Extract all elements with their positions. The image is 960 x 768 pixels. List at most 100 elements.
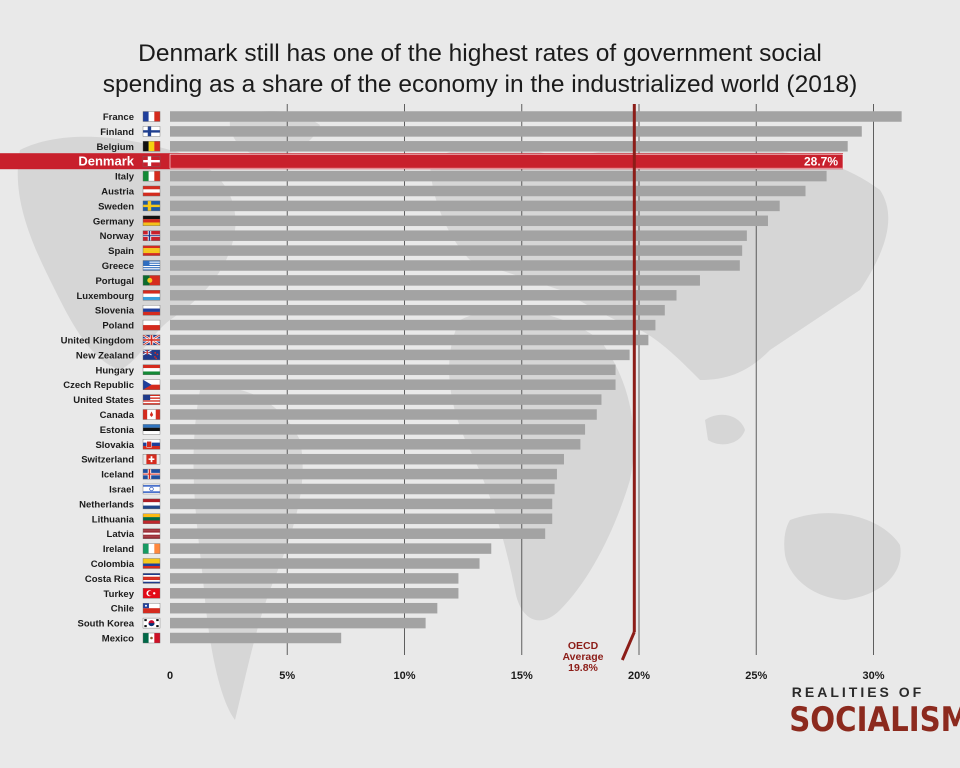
bar-lithuania (170, 513, 553, 525)
bar-canada (170, 409, 597, 420)
x-axis-ticks: 0 5% 10% 15% 20% 25% 30% (167, 670, 885, 682)
chart-title-line-2: spending as a share of the economy in th… (102, 71, 858, 98)
x-tick-label: 30% (862, 670, 884, 682)
x-tick-label: 0 (167, 670, 173, 682)
oecd-average-label-line-3: 19.8% (568, 662, 598, 674)
category-label-latvia: Latvia (107, 529, 135, 540)
category-label-mexico: Mexico (102, 634, 134, 645)
estonia-flag-icon (142, 424, 161, 435)
chile-flag-icon (142, 603, 161, 614)
logo-line-1: REALITIES OF (791, 684, 925, 700)
greece-flag-icon (142, 260, 161, 271)
bar-colombia (170, 558, 480, 569)
italy-flag-icon (142, 170, 161, 182)
category-label-denmark: Denmark (78, 154, 134, 169)
bar-iceland (170, 468, 557, 480)
bar-slovakia (170, 439, 581, 450)
category-label-israel: Israel (109, 485, 134, 496)
canada-flag-icon (142, 409, 161, 420)
category-label-sweden: Sweden (98, 201, 134, 212)
new-zealand-flag-icon (142, 349, 161, 361)
bar-belgium (170, 141, 848, 152)
bar-italy (170, 170, 827, 182)
poland-flag-icon (142, 319, 161, 331)
bar-turkey (170, 588, 459, 599)
x-tick-label: 10% (393, 670, 415, 682)
bar-luxembourg (170, 290, 677, 301)
bar-germany (170, 215, 768, 227)
category-label-france: France (103, 112, 134, 123)
bars: 28.7% (0, 111, 902, 644)
category-label-united-states: United States (73, 395, 134, 406)
france-flag-icon (142, 111, 161, 122)
category-label-slovenia: Slovenia (95, 306, 135, 317)
x-tick-label: 5% (279, 670, 295, 682)
bar-sweden (170, 200, 780, 212)
category-label-finland: Finland (100, 127, 134, 138)
category-label-austria: Austria (101, 187, 134, 198)
x-tick-label: 25% (745, 670, 767, 682)
category-label-lithuania: Lithuania (92, 514, 135, 525)
netherlands-flag-icon (142, 498, 161, 510)
bar-latvia (170, 528, 546, 539)
realities-of-socialism-logo: REALITIES OF SOCIALISM (778, 684, 960, 740)
bar-new-zealand (170, 349, 630, 361)
turkey-flag-icon (142, 588, 161, 599)
bar-france (170, 111, 902, 122)
flag-icons (142, 111, 161, 644)
category-label-south-korea: South Korea (78, 619, 135, 630)
norway-flag-icon (142, 230, 161, 241)
oecd-average-leader-line (620, 631, 636, 661)
switzerland-flag-icon (142, 454, 161, 465)
oecd-average-label-line-2: Average (562, 651, 603, 663)
bar-czech-republic (170, 379, 616, 390)
bar-united-kingdom (170, 334, 649, 346)
israel-flag-icon (142, 483, 161, 495)
x-tick-label: 15% (511, 670, 533, 682)
category-label-spain: Spain (108, 246, 134, 257)
bar-switzerland (170, 453, 564, 465)
category-label-luxembourg: Luxembourg (76, 291, 134, 302)
bar-estonia (170, 424, 586, 435)
costa-rica-flag-icon (142, 573, 161, 584)
belgium-flag-icon (142, 141, 161, 152)
bar-norway (170, 230, 747, 241)
bar-slovenia (170, 304, 665, 316)
lithuania-flag-icon (142, 513, 161, 524)
chart-title: Denmark still has one of the highest rat… (20, 38, 940, 100)
category-label-chile: Chile (111, 604, 134, 615)
category-label-czech-republic: Czech Republic (63, 380, 134, 391)
category-label-canada: Canada (100, 410, 135, 421)
data-label-denmark: 28.7% (804, 155, 838, 169)
category-label-united-kingdom: United Kingdom (61, 336, 134, 347)
category-label-costa-rica: Costa Rica (85, 574, 135, 585)
hungary-flag-icon (142, 364, 161, 375)
luxembourg-flag-icon (142, 290, 161, 301)
bar-poland (170, 319, 656, 331)
bar-united-states (170, 394, 602, 405)
category-label-greece: Greece (102, 261, 134, 272)
bar-denmark (169, 153, 844, 169)
bar-greece (170, 260, 740, 271)
x-tick-label: 20% (628, 670, 650, 682)
category-label-new-zealand: New Zealand (76, 350, 134, 361)
ireland-flag-icon (142, 543, 161, 554)
bar-hungary (170, 364, 616, 376)
portugal-flag-icon (142, 275, 161, 286)
category-label-poland: Poland (102, 321, 134, 332)
bar-south-korea (170, 617, 426, 629)
bar-mexico (170, 632, 342, 644)
czech-republic-flag-icon (142, 379, 161, 390)
austria-flag-icon (142, 185, 161, 197)
category-label-iceland: Iceland (101, 470, 134, 481)
category-label-slovakia: Slovakia (95, 440, 134, 451)
category-label-norway: Norway (100, 231, 135, 242)
slovakia-flag-icon (142, 439, 161, 450)
category-label-hungary: Hungary (95, 365, 134, 376)
united-states-flag-icon (142, 394, 161, 405)
category-label-switzerland: Switzerland (81, 455, 134, 466)
south-korea-flag-icon (142, 617, 161, 629)
latvia-flag-icon (142, 528, 161, 539)
